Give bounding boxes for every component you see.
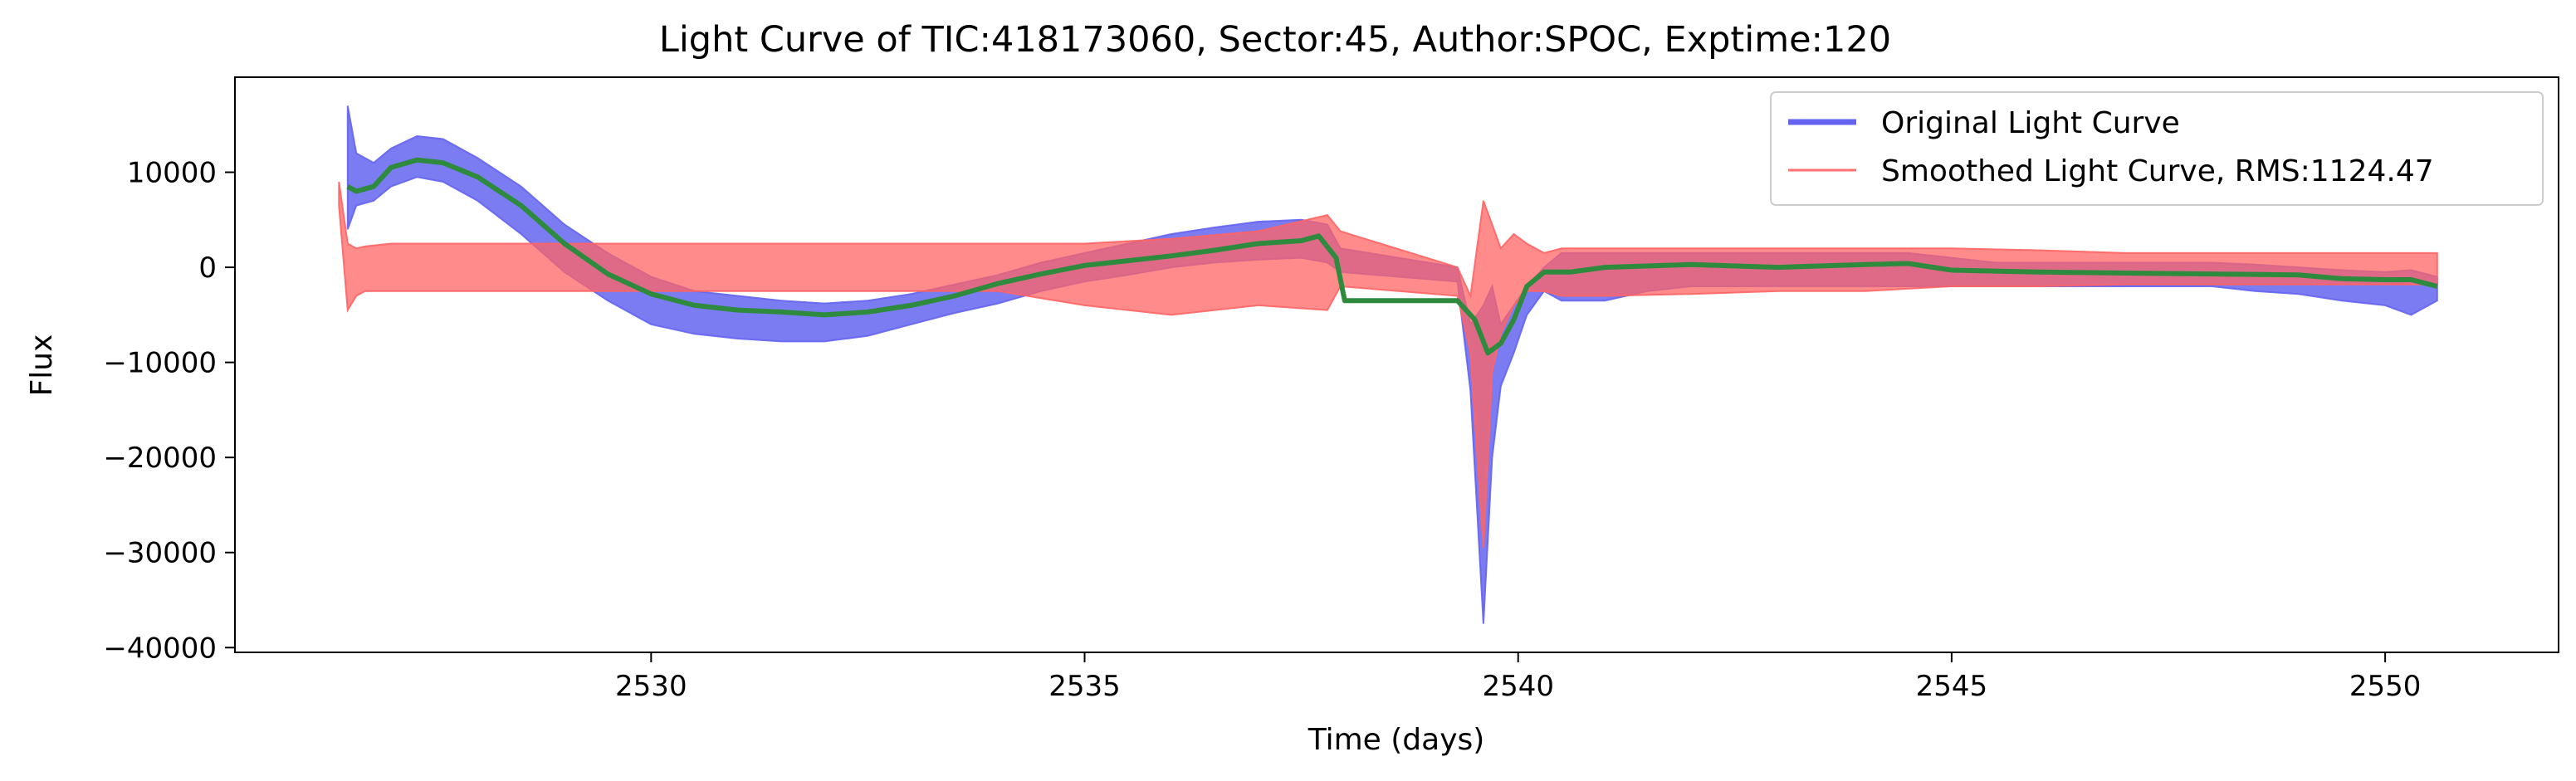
legend-label-original: Original Light Curve [1881,106,2180,140]
x-tick-label: 2550 [2349,670,2422,703]
x-axis: 2530 2535 2540 2545 2550 [615,652,2421,703]
y-axis: 10000 0 −10000 −20000 −30000 −40000 [103,157,235,665]
legend-label-smoothed: Smoothed Light Curve, RMS:1124.47 [1881,154,2434,188]
plot-area [338,105,2438,624]
y-tick-label: −20000 [103,442,217,475]
series-band-smoothed [338,181,2438,549]
y-tick-label: −10000 [103,347,217,380]
y-axis-label: Flux [25,334,59,397]
axes-frame [234,76,2559,653]
y-tick-label: −30000 [103,537,217,570]
y-tick-label: −40000 [103,632,217,665]
x-tick-label: 2535 [1048,670,1121,703]
legend: Original Light Curve Smoothed Light Curv… [1770,91,2544,206]
chart-title: Light Curve of TIC:418173060, Sector:45,… [659,19,1891,61]
y-tick-label: 0 [198,251,217,285]
x-tick-label: 2530 [615,670,687,703]
x-tick-label: 2545 [1916,670,1988,703]
x-axis-label: Time (days) [1308,723,1485,757]
series-line-trend [346,157,2438,356]
x-tick-label: 2540 [1482,670,1554,703]
y-tick-label: 10000 [127,157,217,190]
legend-box [1770,91,2544,206]
